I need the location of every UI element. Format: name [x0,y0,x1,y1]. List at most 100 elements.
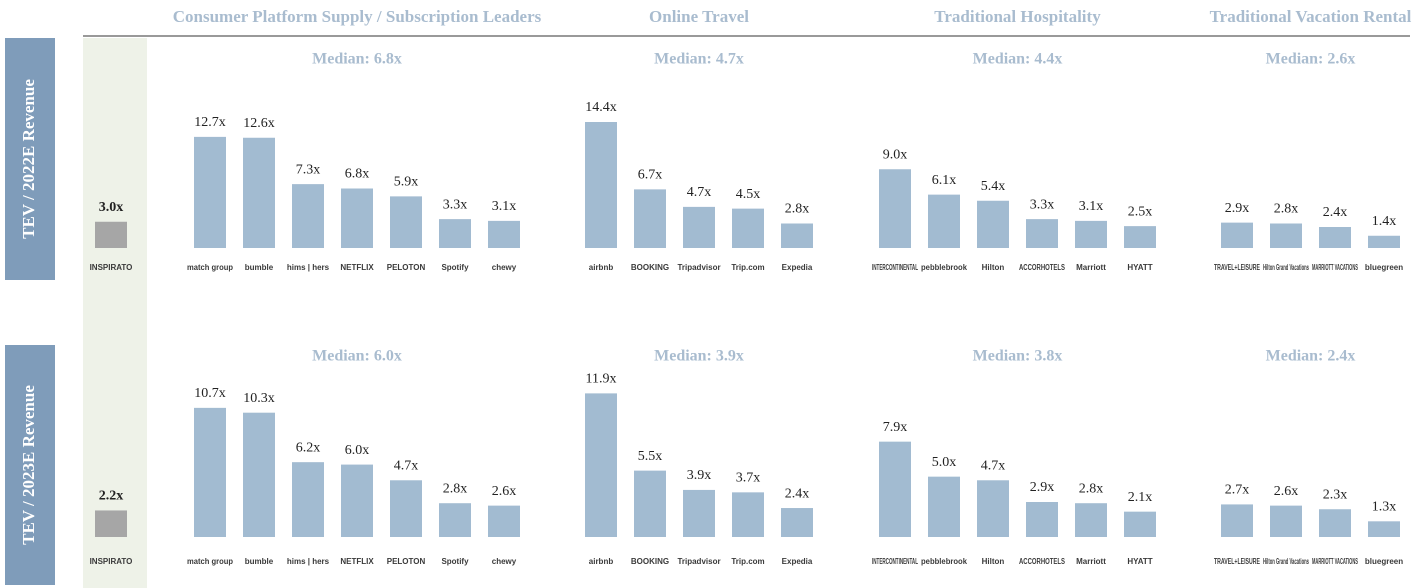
category-label: Marriott [1076,557,1106,566]
category-label: Expedia [782,263,813,272]
segment-title: Traditional Hospitality [934,7,1101,26]
bar [341,464,373,537]
category-label: BOOKING [631,557,669,566]
category-label: Hilton Grand Vacations [1263,557,1309,566]
category-label: NETFLIX [340,263,374,272]
median-label: Median: 6.0x [312,348,402,365]
value-label: 2.4x [1323,205,1348,220]
bar [194,407,226,537]
bar [1368,521,1400,537]
category-label: PELOTON [387,263,426,272]
category-label: MARRIOTT VACATIONS [1312,263,1358,272]
segment-title: Traditional Vacation Rental [1210,7,1412,26]
category-label: chewy [492,557,517,566]
value-label: 2.6x [492,484,517,499]
value-label: 3.3x [1030,197,1055,212]
bar [585,393,617,537]
bar [781,223,813,248]
category-label: MARRIOTT VACATIONS [1312,557,1358,566]
category-label: HYATT [1127,557,1152,566]
median-label: Median: 6.8x [312,51,402,68]
value-label: 5.4x [981,179,1006,194]
bar [292,184,324,248]
bar [1368,235,1400,248]
bar [341,188,373,248]
category-label: TRAVEL+LEISURE [1214,557,1260,566]
median-label: Median: 3.9x [654,348,744,365]
y-axis-label: TEV / 2022E Revenue [19,79,38,239]
value-label: 7.9x [883,420,908,435]
bar [243,137,275,248]
category-label: hims | hers [287,263,330,272]
bar [585,122,617,248]
value-label: 2.3x [1323,487,1348,502]
value-label: 10.3x [243,391,275,406]
bar [879,441,911,537]
bar [879,169,911,248]
category-label: bluegreen [1365,263,1403,272]
category-label: PELOTON [387,557,426,566]
value-label: 5.9x [394,175,419,190]
value-label: 14.4x [585,100,617,115]
y-axis-label: TEV / 2023E Revenue [19,385,38,545]
bar [1124,226,1156,248]
value-label: 2.4x [785,486,810,501]
value-label: 7.3x [296,162,321,177]
value-label: 2.6x [1274,484,1299,499]
value-label: 1.4x [1372,214,1397,229]
category-label: Trip.com [731,557,764,566]
value-label: 6.7x [638,168,663,183]
category-label: match group [187,263,233,272]
value-label: 3.0x [99,200,124,215]
category-label: bumble [245,557,274,566]
value-label: 2.9x [1030,480,1055,495]
value-label: 2.7x [1225,483,1250,498]
value-label: 1.3x [1372,500,1397,515]
bar [634,189,666,248]
bar [1124,511,1156,537]
category-label: ACCORHOTELS [1019,557,1065,566]
category-label: bluegreen [1365,557,1403,566]
category-label: Spotify [441,557,469,566]
value-label: 4.7x [687,185,712,200]
category-label: Hilton [982,263,1005,272]
category-label: airbnb [589,263,614,272]
category-label: hims | hers [287,557,330,566]
category-label: ACCORHOTELS [1019,263,1065,272]
category-label: bumble [245,263,274,272]
value-label: 3.3x [443,197,468,212]
category-label: Tripadvisor [677,557,720,566]
category-label: INTERCONTINENTAL [872,263,918,272]
y-label-box [5,345,55,585]
bar [390,480,422,537]
bar [439,503,471,537]
bar [1075,220,1107,248]
value-label: 2.8x [443,481,468,496]
category-label: Hilton [982,557,1005,566]
category-label: Marriott [1076,263,1106,272]
value-label: 2.8x [785,202,810,217]
value-label: 6.2x [296,440,321,455]
bar [781,508,813,537]
bar [732,208,764,248]
bar [243,412,275,537]
bar [488,220,520,248]
value-label: 2.8x [1274,202,1299,217]
median-label: Median: 4.4x [973,51,1063,68]
value-label: 12.7x [194,115,226,130]
bar [634,470,666,537]
value-label: 6.8x [345,167,370,182]
category-label: TRAVEL+LEISURE [1214,263,1260,272]
value-label: 4.7x [394,458,419,473]
category-label: airbnb [589,557,614,566]
value-label: 10.7x [194,386,226,401]
segment-title: Consumer Platform Supply / Subscription … [173,7,542,26]
category-label: NETFLIX [340,557,374,566]
value-label: 3.1x [492,199,517,214]
median-label: Median: 2.6x [1266,51,1356,68]
value-label: 4.5x [736,187,761,202]
bar [1319,509,1351,537]
value-label: 3.7x [736,471,761,486]
median-label: Median: 3.8x [973,348,1063,365]
